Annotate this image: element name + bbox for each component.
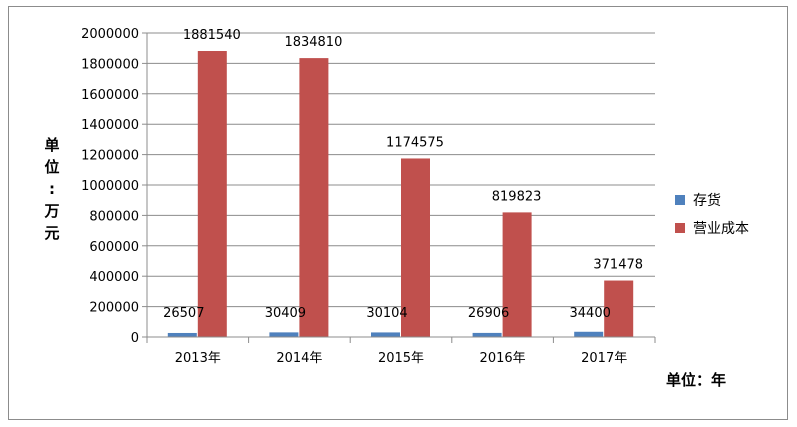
- x-tick-label: 2015年: [378, 351, 424, 366]
- y-tick-label: 200000: [89, 301, 139, 316]
- y-tick-label: 400000: [89, 270, 139, 285]
- x-tick-label: 2016年: [480, 351, 526, 366]
- legend-swatch: [675, 195, 685, 205]
- y-tick-label: 1800000: [81, 57, 139, 72]
- y-tick-label: 1600000: [81, 88, 139, 103]
- x-tick-label: 2013年: [175, 351, 221, 366]
- data-label: 30104: [366, 306, 407, 321]
- legend-label: 营业成本: [693, 221, 749, 237]
- y-axis-label: 单位:万元: [43, 136, 59, 242]
- y-tick-label: 600000: [89, 240, 139, 255]
- legend-label: 存货: [693, 192, 721, 209]
- data-label: 30409: [265, 306, 306, 321]
- data-label: 1834810: [284, 35, 342, 50]
- bar-operating-cost: [197, 51, 227, 337]
- data-label: 371478: [593, 258, 643, 273]
- data-label: 819823: [492, 189, 542, 204]
- x-tick-label: 2017年: [581, 351, 627, 366]
- y-axis-ticks: 0 200000 400000 600000 800000 1000000 1200000 1…: [81, 27, 147, 346]
- bar-inventory: [472, 332, 502, 337]
- y-tick-label: 1200000: [81, 149, 139, 164]
- x-axis-label: 单位：年: [666, 371, 726, 389]
- bar-inventory: [167, 332, 197, 337]
- chart-frame: [8, 6, 788, 420]
- bar-inventory: [574, 331, 604, 337]
- data-label: 26507: [163, 306, 204, 321]
- bar-inventory: [371, 332, 400, 337]
- data-label: 1174575: [386, 135, 444, 150]
- data-label: 26906: [468, 306, 509, 321]
- axes: [146, 33, 655, 338]
- bar-inventory: [269, 332, 299, 337]
- bar-operating-cost: [502, 212, 532, 337]
- legend-swatch: [675, 223, 685, 233]
- y-tick-label: 0: [131, 331, 139, 346]
- data-labels: 26507 1881540 30409 1834810 30104 1174575 2690…: [163, 28, 643, 321]
- x-axis-ticks: 2013年 2014年 2015年 2016年 2017年: [146, 337, 656, 366]
- bar-operating-cost: [604, 280, 634, 337]
- bar-operating-cost: [401, 158, 430, 337]
- y-tick-label: 1000000: [81, 179, 139, 194]
- y-tick-label: 2000000: [81, 27, 139, 42]
- data-label: 1881540: [183, 28, 241, 43]
- x-tick-label: 2014年: [276, 351, 322, 366]
- y-tick-label: 1400000: [81, 118, 139, 133]
- gridlines: [147, 32, 655, 308]
- bars: [167, 51, 634, 337]
- bar-operating-cost: [299, 58, 329, 337]
- y-tick-label: 800000: [89, 209, 139, 224]
- data-label: 34400: [570, 306, 611, 321]
